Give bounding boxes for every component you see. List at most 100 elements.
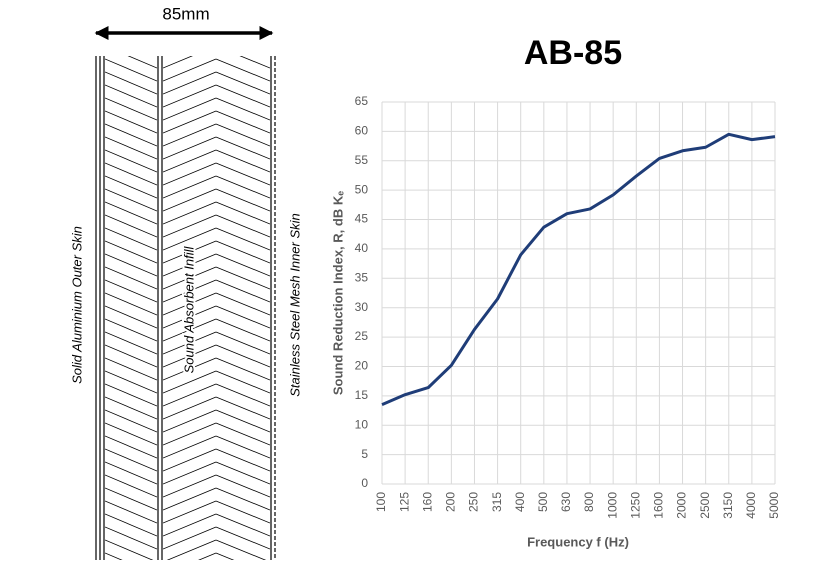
hatch-line: [215, 240, 270, 264]
y-axis-label: Sound Reduction Index, R, dB Kₑ: [330, 191, 345, 395]
hatch-line: [105, 396, 157, 420]
hatch-line: [215, 149, 270, 173]
infill-label: Sound Absorbent Infill: [181, 246, 196, 374]
hatch-line: [215, 305, 270, 329]
hatch-line: [215, 357, 270, 381]
hatch-line: [105, 110, 157, 134]
x-tick-label: 160: [420, 492, 434, 512]
hatch-line: [216, 20, 270, 42]
y-tick-label: 40: [355, 241, 369, 255]
hatch-line: [215, 396, 270, 420]
hatch-line: [215, 552, 235, 560]
hatch-line: [105, 552, 123, 560]
hatch-line: [105, 409, 157, 433]
hatch-line: [105, 97, 157, 121]
hatch-line: [105, 84, 157, 108]
hatch-line: [215, 409, 270, 433]
x-tick-label: 100: [374, 492, 388, 512]
hatch-line: [215, 422, 270, 446]
hatch-line: [163, 201, 217, 225]
hatch-line: [105, 526, 157, 550]
hatch-line: [163, 279, 217, 303]
y-tick-label: 55: [355, 153, 369, 167]
hatch-line: [215, 162, 270, 186]
y-tick-label: 50: [355, 182, 369, 196]
hatch-line: [239, 56, 270, 69]
hatch-line: [163, 240, 217, 264]
hatch-line: [163, 513, 217, 537]
hatch-line: [215, 461, 270, 485]
hatch-line: [163, 566, 216, 578]
hatch-line: [163, 214, 217, 238]
hatch-line: [105, 227, 157, 251]
hatch-line: [105, 240, 157, 264]
hatch-line: [215, 539, 267, 560]
hatch-left: [105, 33, 157, 560]
hatch-line: [163, 162, 217, 186]
hatch-line: [163, 461, 217, 485]
hatch-line: [105, 513, 157, 537]
hatch-line: [163, 84, 217, 108]
hatch-line: [166, 539, 217, 560]
x-tick-label: 3150: [721, 492, 735, 519]
y-tick-label: 45: [355, 212, 369, 226]
dimension-label: 85mm: [162, 4, 209, 23]
hatch-line: [163, 58, 217, 82]
x-tick-label: 1000: [605, 492, 619, 519]
hatch-line: [215, 266, 270, 290]
hatch-line: [163, 487, 217, 511]
hatch-line: [163, 149, 217, 173]
hatch-line: [163, 448, 217, 472]
hatch-line: [105, 357, 157, 381]
hatch-line: [163, 266, 217, 290]
y-tick-label: 0: [361, 476, 368, 490]
hatch-line: [215, 500, 270, 524]
hatch-line: [105, 149, 157, 173]
hatch-line: [215, 136, 270, 160]
hatch-line: [105, 253, 157, 277]
hatch-line: [216, 33, 270, 55]
chart: AB-85 Frequency f (Hz) Sound Reduction I…: [330, 34, 781, 549]
x-tick-label: 400: [513, 492, 527, 512]
hatch-line: [105, 33, 157, 55]
hatch-line: [163, 292, 217, 316]
hatch-line: [163, 331, 217, 355]
hatch: [105, 20, 270, 578]
hatch-line: [215, 383, 270, 407]
hatch-line: [163, 56, 193, 69]
hatch-line: [163, 526, 217, 550]
hatch-line: [215, 474, 270, 498]
hatch-line: [105, 500, 157, 524]
hatch-line: [163, 396, 217, 420]
hatch-line: [105, 188, 157, 212]
hatch-line: [215, 227, 270, 251]
hatch-line: [216, 566, 270, 578]
outer-skin-label: Solid Aluminium Outer Skin: [69, 226, 84, 384]
chart-title: AB-85: [524, 34, 622, 72]
x-tick-label: 630: [559, 492, 573, 512]
hatch-line: [105, 539, 154, 560]
x-tick-label: 1600: [652, 492, 666, 519]
hatch-line: [163, 136, 217, 160]
x-tick-label: 200: [444, 492, 458, 512]
hatch-line: [215, 84, 270, 108]
hatch-line: [215, 318, 270, 342]
hatch-line: [163, 435, 217, 459]
hatch-line: [163, 422, 217, 446]
hatch-line: [163, 370, 217, 394]
hatch-line: [215, 370, 270, 394]
hatch-line: [105, 214, 157, 238]
hatch-line: [105, 162, 157, 186]
hatch-line: [215, 526, 270, 550]
hatch-line: [215, 214, 270, 238]
hatch-right: [163, 20, 270, 578]
hatch-line: [105, 448, 157, 472]
hatch-line: [163, 253, 217, 277]
hatch-line: [215, 253, 270, 277]
panel-diagram: 85mm Solid Aluminium Outer Skin Sound Ab…: [69, 4, 302, 578]
y-tick-label: 30: [355, 300, 369, 314]
hatch-line: [105, 383, 157, 407]
hatch-line: [215, 331, 270, 355]
y-tick-label: 35: [355, 270, 369, 284]
hatch-line: [215, 292, 270, 316]
